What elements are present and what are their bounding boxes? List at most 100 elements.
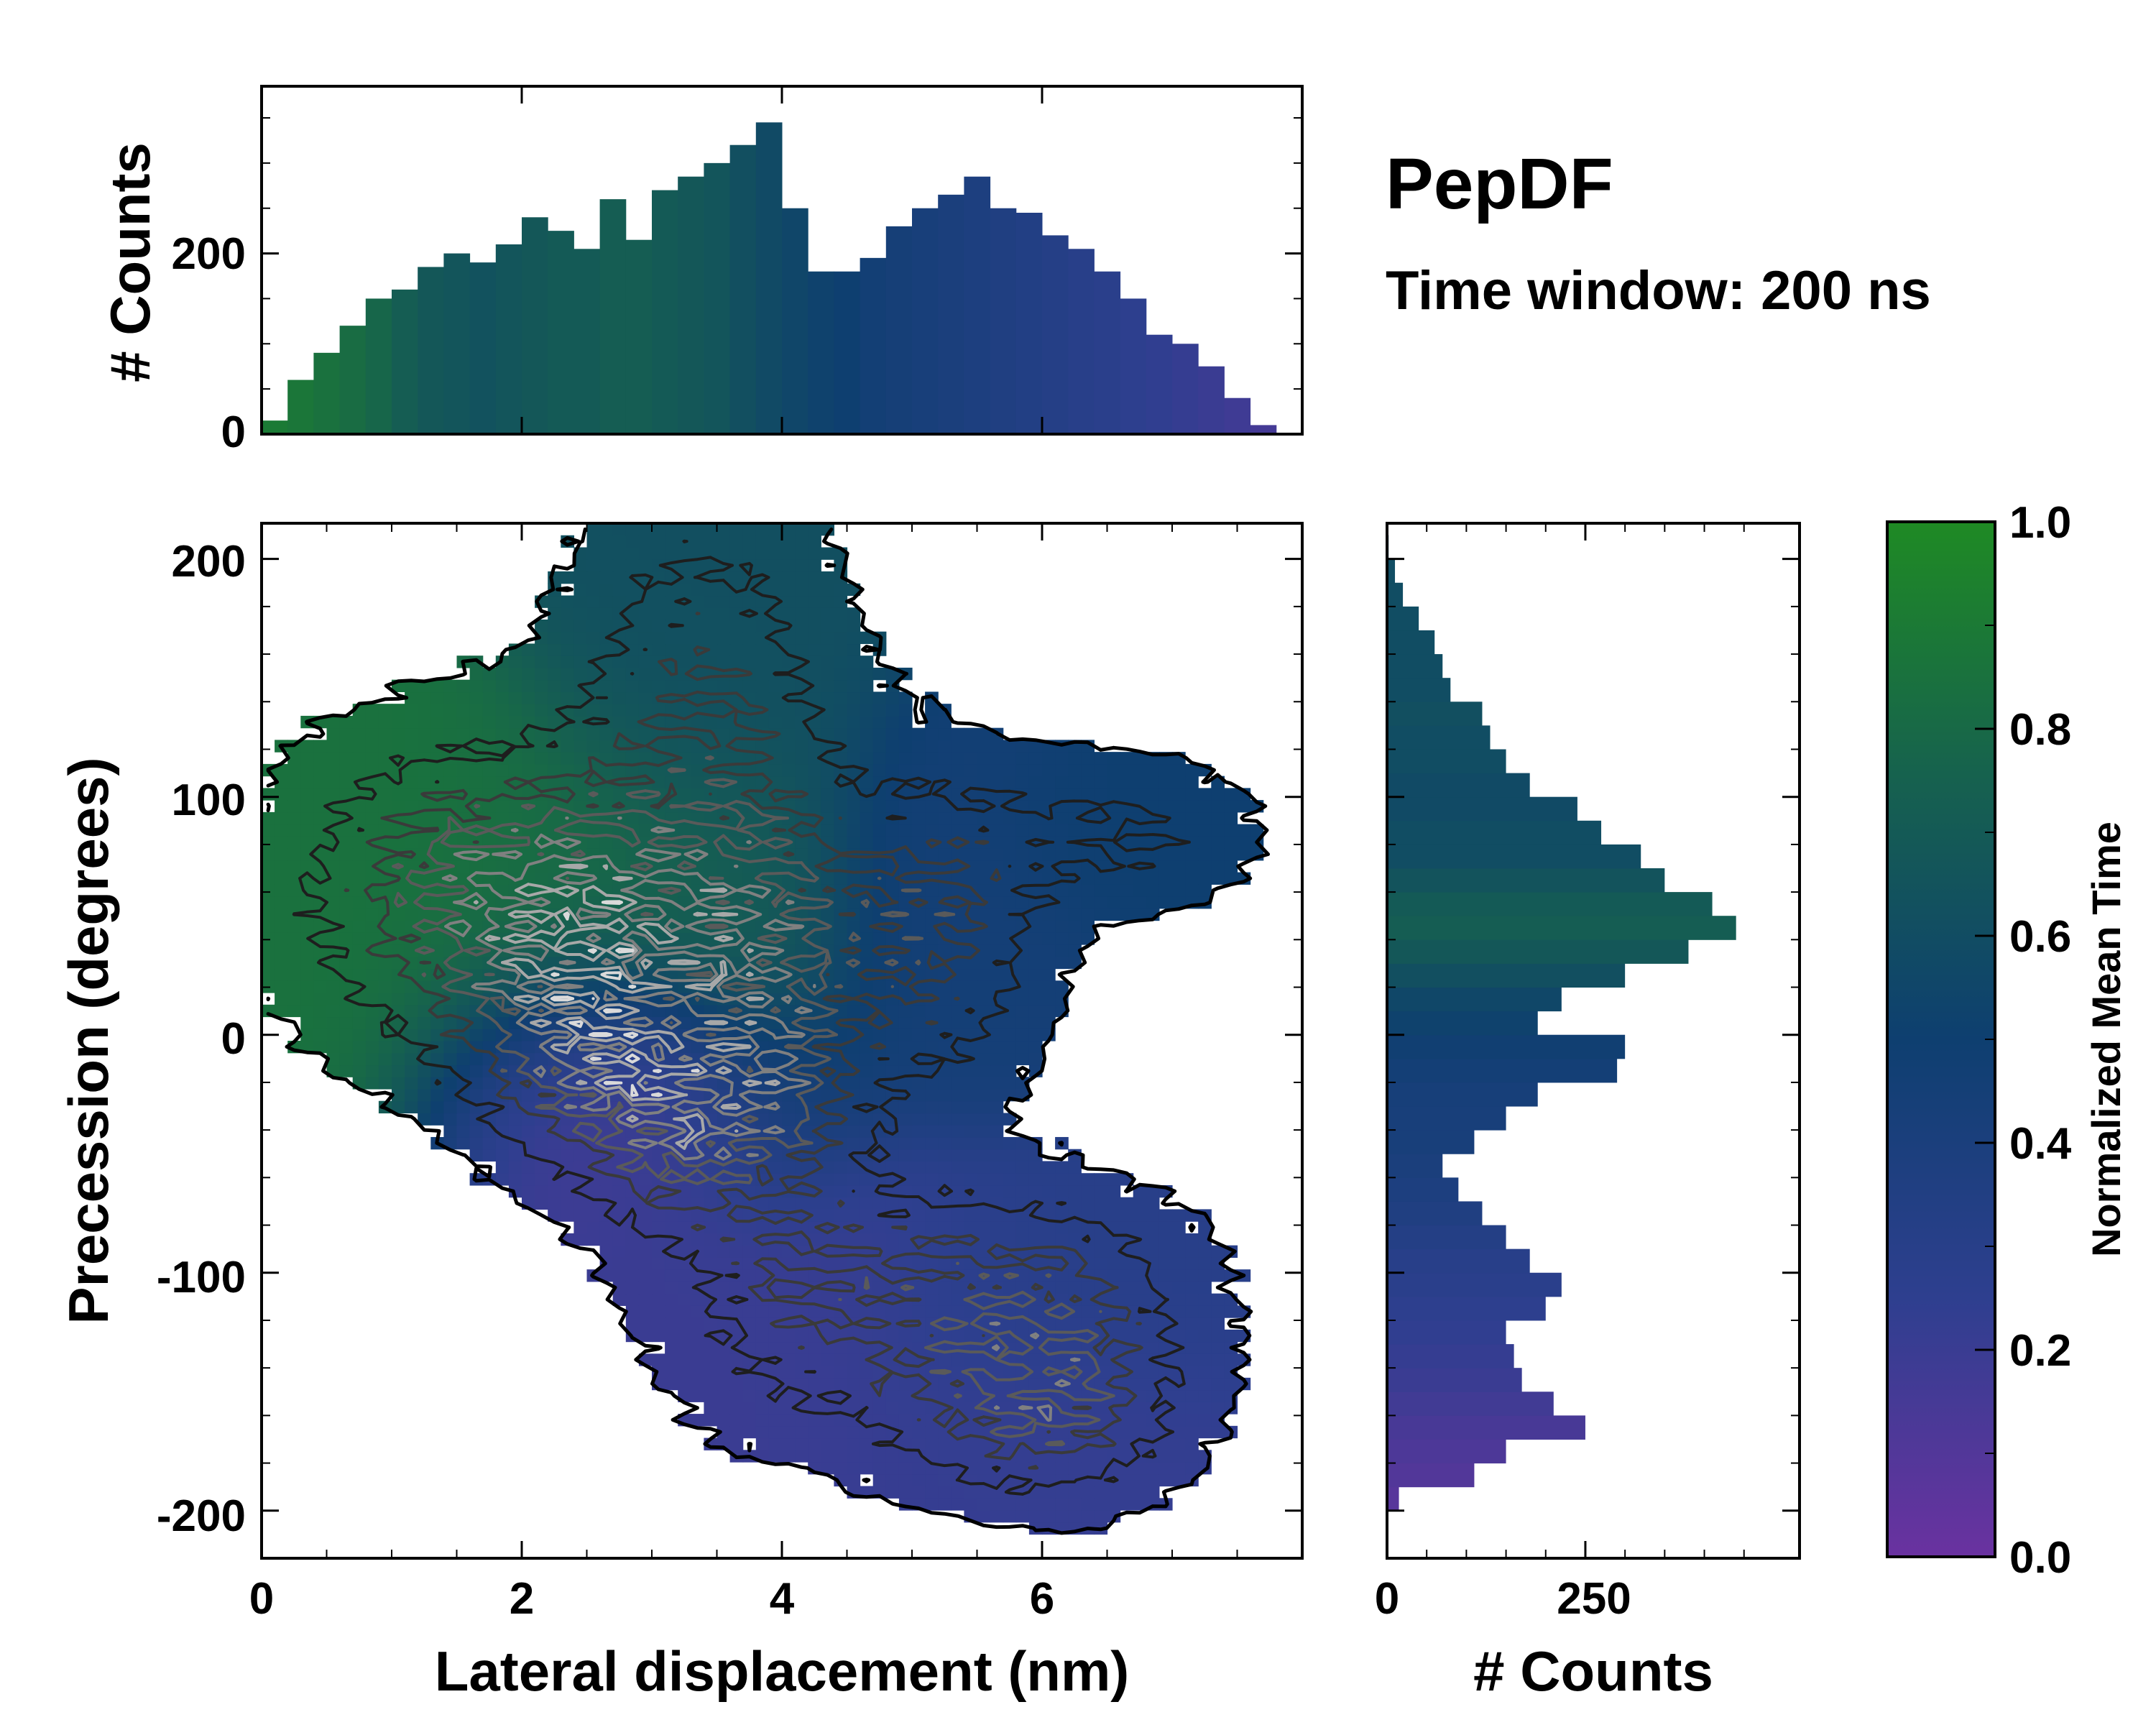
heatmap-cell [1107,1305,1121,1318]
heatmap-cell [795,752,808,765]
heatmap-cell [885,1136,900,1150]
heatmap-cell [742,1257,757,1270]
heatmap-cell [1146,872,1160,885]
heatmap-cell [522,763,535,777]
heatmap-cell [898,727,913,740]
heatmap-cell [1081,1245,1095,1258]
heatmap-cell [638,1281,653,1294]
heatmap-cell [938,824,952,837]
right-histogram-bar [1387,939,1689,964]
heatmap-cell [1094,1245,1108,1258]
heatmap-cell [1042,1004,1056,1018]
heatmap-cell [977,1438,991,1450]
heatmap-cell [665,535,678,548]
heatmap-cell [782,1402,796,1414]
heatmap-cell [573,800,588,813]
heatmap-cell [392,1077,405,1090]
heatmap-cell [951,776,964,788]
right-histogram-bar [1387,1225,1506,1250]
heatmap-cell [1055,1414,1069,1427]
heatmap-cell [1055,1184,1069,1198]
heatmap-cell [938,1100,952,1114]
heatmap-cell [599,559,614,572]
heatmap-cell [860,944,874,957]
heatmap-cell [418,752,431,765]
right-histogram-bar [1387,1320,1506,1345]
heatmap-cell [704,1389,718,1402]
heatmap-cell [808,667,821,681]
heatmap-cell [1015,1184,1030,1198]
heatmap-cell [456,1004,471,1018]
heatmap-cell [678,1341,691,1354]
heatmap-cell [898,1004,913,1018]
heatmap-cell [300,944,314,957]
heatmap-cell [1211,1389,1225,1402]
heatmap-cell [1185,800,1199,813]
heatmap-cell [1198,836,1212,849]
heatmap-cell [1120,908,1134,921]
heatmap-cell [742,776,757,788]
heatmap-cell [977,872,991,885]
heatmap-cell [742,643,757,656]
heatmap-cell [561,643,574,656]
heatmap-cell [365,811,379,825]
heatmap-cell [1003,1281,1017,1294]
heatmap-cell [691,1353,704,1366]
heatmap-cell [1211,848,1225,861]
heatmap-cell [1055,1462,1069,1475]
heatmap-cell [1133,1197,1147,1210]
heatmap-cell [964,1245,978,1258]
heatmap-cell [561,679,574,693]
heatmap-cell [1015,1233,1030,1246]
heatmap-cell [912,763,926,777]
heatmap-cell [860,679,874,693]
heatmap-cell [1107,1173,1121,1186]
heatmap-cell [1081,776,1095,788]
heatmap-cell [1172,884,1186,897]
heatmap-cell [847,1173,861,1186]
heatmap-cell [625,523,640,536]
heatmap-cell [951,1064,964,1077]
heatmap-cell [704,679,718,693]
heatmap-cell [612,752,627,765]
heatmap-cell [548,643,561,656]
heatmap-cell [1081,1293,1095,1306]
heatmap-cell [1068,1281,1082,1294]
heatmap-cell [821,667,834,681]
heatmap-cell [847,1293,861,1306]
heatmap-cell [469,763,484,777]
heatmap-cell [898,1029,913,1041]
heatmap-cell [443,1041,458,1054]
heatmap-cell [1185,884,1199,897]
heatmap-cell [938,1016,952,1029]
heatmap-cell [990,1510,1004,1523]
right-histogram-bar [1387,1344,1514,1368]
heatmap-cell [834,1149,848,1162]
heatmap-cell [860,811,874,825]
top-histogram-bar [548,231,574,434]
heatmap-cell [1172,1305,1186,1318]
heatmap-cell [287,956,301,970]
heatmap-cell [1107,908,1121,921]
heatmap-cell [313,752,328,765]
heatmap-cell [990,920,1004,933]
heatmap-cell [352,872,367,885]
heatmap-cell [755,1402,770,1414]
heatmap-cell [691,1329,704,1343]
heatmap-cell [834,643,848,656]
heatmap-cell [964,727,978,740]
heatmap-cell [313,980,328,993]
heatmap-cell [755,1197,770,1210]
heatmap-cell [1146,884,1160,897]
heatmap-cell [860,1377,874,1391]
heatmap-cell [821,583,834,597]
heatmap-cell [1185,1389,1199,1402]
heatmap-cell [443,715,458,729]
heatmap-cell [652,956,665,970]
heatmap-cell [1237,824,1251,837]
heatmap-cell [951,1077,964,1090]
heatmap-cell [1003,848,1017,861]
x-axis-title: Lateral displacement (nm) [435,1639,1130,1703]
heatmap-cell [612,715,627,729]
heatmap-cell [821,1353,834,1366]
